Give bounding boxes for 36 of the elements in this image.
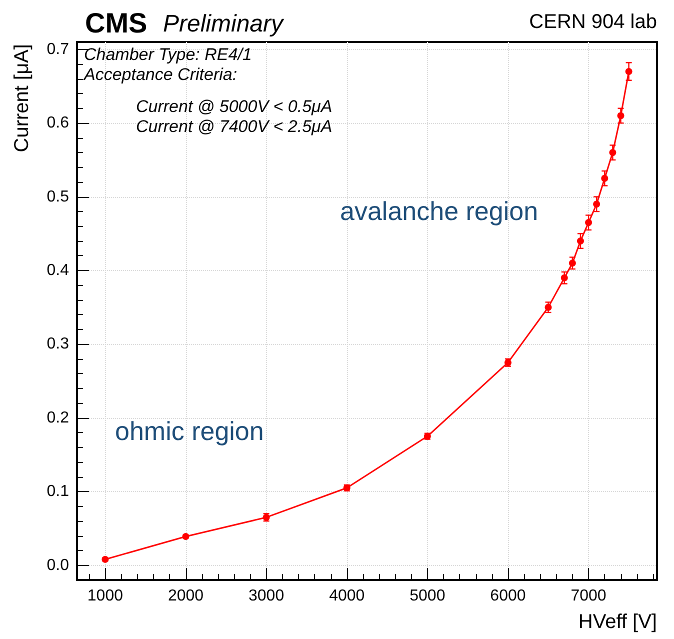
point: [625, 68, 632, 75]
y-axis-title: Current [μA]: [11, 44, 33, 152]
y-tick-label: 0.3: [46, 336, 70, 353]
annotation: Acceptance Criteria:: [83, 65, 238, 84]
point: [617, 112, 624, 120]
y-tick-label: 0.4: [46, 262, 70, 279]
chart-title: CMS: [85, 8, 148, 38]
point: [593, 200, 600, 208]
x-tick-label: 6000: [490, 588, 526, 604]
y-tick-label: 0.2: [46, 409, 70, 426]
point: [544, 304, 552, 311]
point: [585, 219, 592, 226]
x-tick-label: 7000: [570, 588, 606, 604]
y-tick-label: 0.0: [46, 556, 70, 574]
point: [560, 274, 568, 282]
x-tick-label: 4000: [329, 588, 365, 604]
point: [601, 174, 608, 182]
annotation: Current @ 7400V < 2.5μA: [136, 117, 332, 136]
x-axis-title: HVeff [V]: [578, 611, 657, 633]
y-tick-label: 0.7: [46, 40, 70, 58]
x-tick-label: 1000: [87, 588, 124, 604]
annotation: ohmic region: [115, 416, 264, 446]
annotation: avalanche region: [340, 196, 538, 226]
y-tick-label: 0.6: [46, 114, 70, 132]
point: [568, 260, 576, 267]
point: [609, 149, 616, 156]
point: [576, 237, 584, 244]
text: CERN 904 lab: [529, 11, 657, 33]
x-tick-label: 3000: [248, 588, 284, 604]
annotation: Chamber Type: RE4/1: [84, 45, 252, 64]
y-tick-label: 0.1: [46, 483, 70, 500]
annotation: Current @ 5000V < 0.5μA: [136, 97, 332, 116]
y-tick-label: 0.5: [46, 188, 70, 206]
chart-subtitle: Preliminary: [163, 10, 286, 38]
x-tick-label: 5000: [410, 588, 446, 604]
x-tick-label: 2000: [168, 588, 204, 604]
